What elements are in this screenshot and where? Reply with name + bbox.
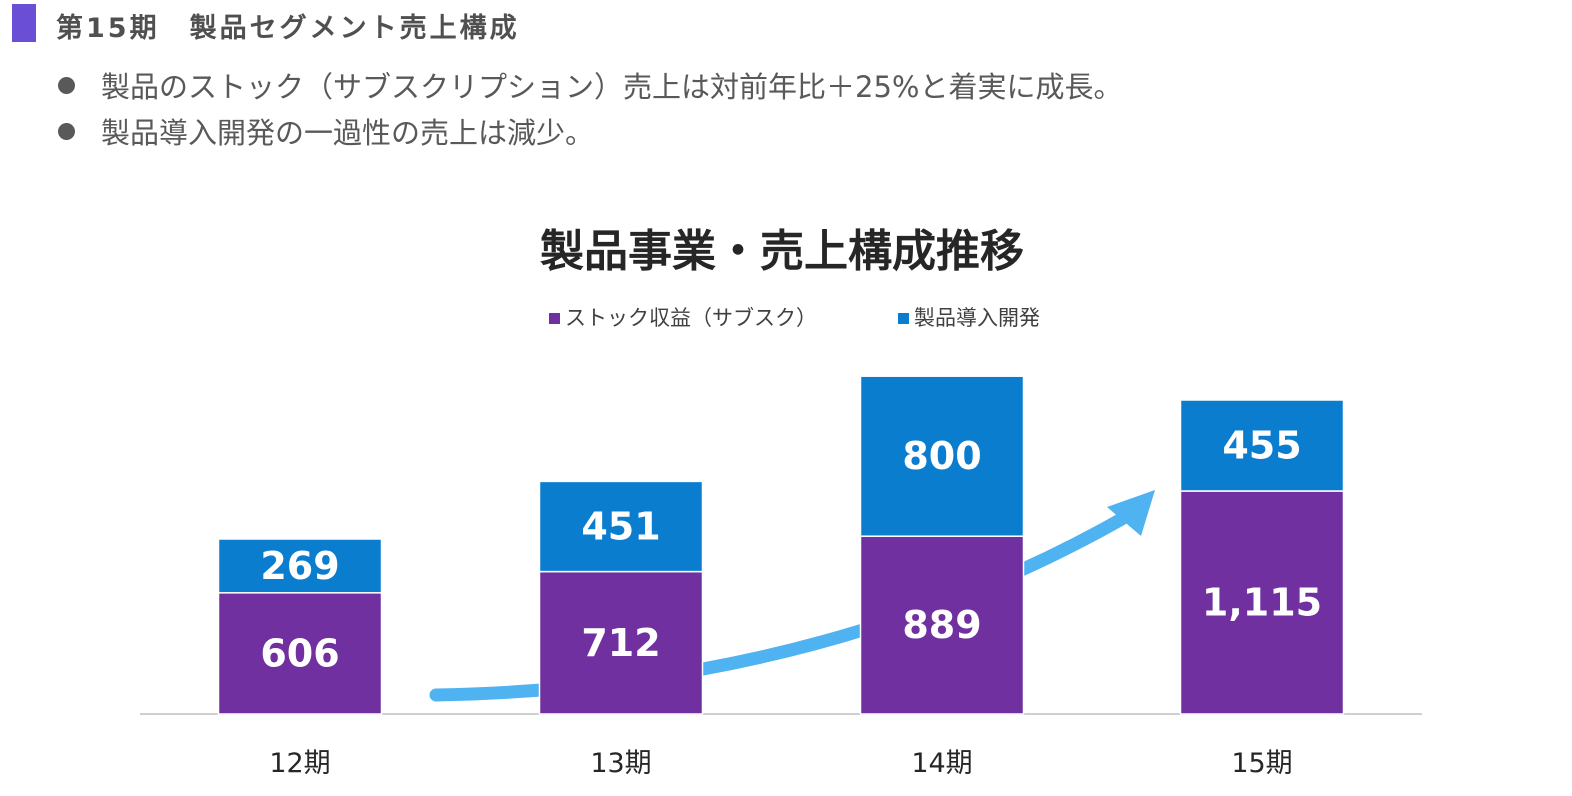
page-title: 第15期 製品セグメント売上構成	[56, 13, 520, 44]
bar-intro-4	[1179, 399, 1345, 492]
bar-stock-1	[217, 592, 383, 715]
legend-label-intro: 製品導入開発	[914, 306, 1040, 330]
bar-stock-4	[1179, 490, 1345, 715]
data-label-intro-3: 800	[902, 434, 981, 478]
data-label-intro-4: 455	[1222, 424, 1301, 468]
bar-intro-1	[217, 538, 383, 594]
bullet-dot-icon	[58, 122, 75, 140]
bar-stock-2	[538, 570, 704, 715]
bullet-item: 製品のストック（サブスクリプション）売上は対前年比＋25%と着実に成長。	[58, 62, 1122, 108]
chart-bars: 606 269 712 451 889 800 1,115 455	[217, 375, 1345, 715]
bar-intro-2	[538, 480, 704, 573]
data-label-stock-4: 1,115	[1202, 581, 1322, 625]
bullet-text: 製品導入開発の一過性の売上は減少。	[101, 116, 595, 150]
chart-title: 製品事業・売上構成推移	[540, 226, 1024, 277]
bullet-item: 製品導入開発の一過性の売上は減少。	[58, 108, 1122, 154]
bullet-text: 製品のストック（サブスクリプション）売上は対前年比＋25%と着実に成長。	[101, 70, 1123, 104]
category-label-1: 12期	[269, 748, 330, 779]
header-accent-bar	[12, 4, 36, 42]
legend-swatch-stock-icon	[549, 313, 560, 324]
legend-label-stock: ストック収益（サブスク）	[565, 306, 817, 330]
bar-intro-3	[859, 375, 1025, 537]
data-label-stock-1: 606	[260, 631, 339, 675]
category-label-2: 13期	[590, 748, 651, 779]
summary-bullets: 製品のストック（サブスクリプション）売上は対前年比＋25%と着実に成長。 製品導…	[58, 62, 1122, 154]
data-label-stock-2: 712	[581, 621, 660, 665]
category-axis-labels: 12期 13期 14期 15期	[269, 748, 1292, 779]
category-label-3: 14期	[911, 748, 972, 779]
category-label-4: 15期	[1231, 748, 1292, 779]
data-label-stock-3: 889	[902, 603, 981, 647]
data-label-intro-1: 269	[260, 544, 339, 588]
chart-legend: ストック収益（サブスク） 製品導入開発	[549, 306, 1040, 330]
data-label-intro-2: 451	[581, 505, 660, 549]
bar-stock-3	[859, 535, 1025, 715]
legend-swatch-intro-icon	[898, 313, 909, 324]
bullet-dot-icon	[58, 76, 75, 94]
